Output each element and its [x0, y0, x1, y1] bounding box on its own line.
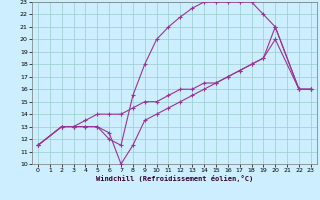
X-axis label: Windchill (Refroidissement éolien,°C): Windchill (Refroidissement éolien,°C) — [96, 175, 253, 182]
